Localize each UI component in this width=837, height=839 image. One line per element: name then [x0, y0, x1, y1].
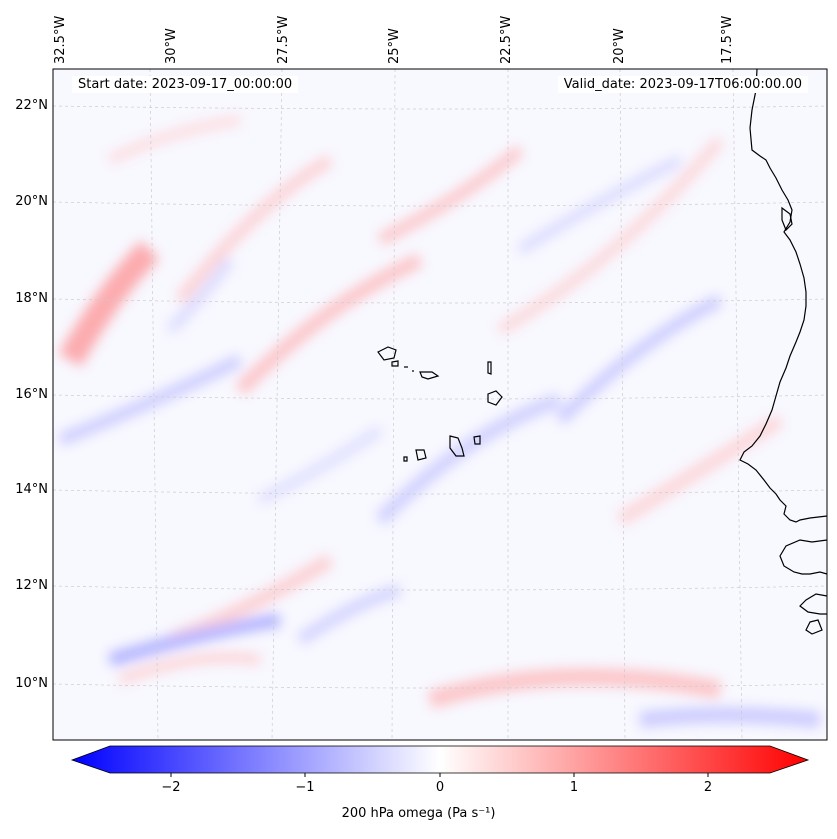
- lat-label-22n: 22°N: [15, 98, 48, 113]
- sal-island: [487, 361, 492, 375]
- colorbar-tick: −2: [161, 780, 181, 795]
- lat-label-20n: 20°N: [15, 194, 48, 209]
- lat-label-12n: 12°N: [15, 578, 48, 593]
- map-border: [52, 68, 828, 741]
- lon-label-32-5w: 32.5°W: [53, 15, 68, 64]
- colorbar-bar: [70, 745, 810, 774]
- colorbar-tick: 0: [435, 780, 445, 795]
- lat-label-18n: 18°N: [15, 291, 48, 306]
- lon-label-25w: 25°W: [387, 28, 402, 64]
- lon-label-30w: 30°W: [164, 28, 179, 64]
- omega-field: [57, 115, 821, 728]
- sao-vicente-island: [391, 360, 399, 367]
- lon-label-27-5w: 27.5°W: [276, 15, 291, 64]
- lat-label-10n: 10°N: [15, 676, 48, 691]
- africa-coastline: [739, 68, 828, 615]
- brava-island: [403, 456, 408, 462]
- santiago-island: [449, 435, 465, 457]
- sao-nicolau-island: [419, 371, 440, 380]
- start-date-label: Start date: 2023-09-17_00:00:00: [72, 76, 299, 93]
- fogo-island: [415, 449, 427, 461]
- colorbar-tick: −1: [295, 780, 315, 795]
- santo-antao-island: [377, 346, 397, 361]
- lat-label-16n: 16°N: [15, 387, 48, 402]
- lon-label-22-5w: 22.5°W: [499, 15, 514, 64]
- lon-label-20w: 20°W: [612, 28, 627, 64]
- valid-date-label: Valid_date: 2023-09-17T06:00:00.00: [557, 76, 808, 93]
- colorbar: [70, 745, 810, 777]
- colorbar-tick: 2: [703, 780, 713, 795]
- colorbar-label: 200 hPa omega (Pa s⁻¹): [341, 806, 496, 821]
- lat-label-14n: 14°N: [15, 482, 48, 497]
- coastlines: [377, 68, 828, 635]
- lon-label-17-5w: 17.5°W: [720, 15, 735, 64]
- boa-vista-island: [487, 390, 503, 406]
- gridlines: [53, 69, 827, 740]
- maio-island: [473, 435, 481, 445]
- colorbar-tick: 1: [569, 780, 579, 795]
